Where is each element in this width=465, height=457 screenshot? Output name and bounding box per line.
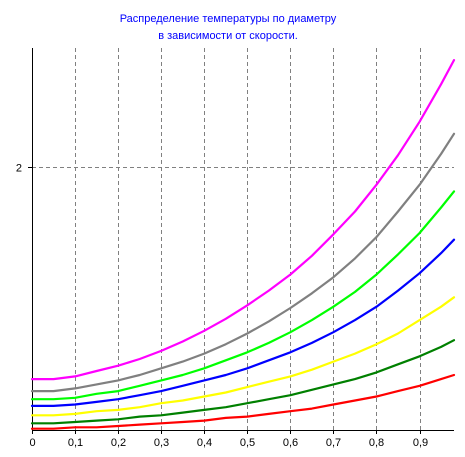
x-tick-label-2: 0,2	[111, 437, 126, 449]
x-tick-label-4: 0,4	[197, 437, 212, 449]
series-line-6	[30, 373, 456, 430]
x-tick-label-7: 0,7	[326, 437, 341, 449]
chart-title: Распределение температуры по диаметру в …	[120, 13, 337, 42]
chart-title-line-1: Распределение температуры по диаметру	[120, 13, 337, 25]
series-line-2	[30, 190, 456, 401]
y-axis-ticks: 2	[16, 163, 32, 175]
x-axis-ticks: 0 0,1 0,2 0,3 0,4 0,5 0,6 0,7 0,8 0,9	[29, 430, 428, 449]
x-tick-label-5: 0,5	[240, 437, 255, 449]
series-line-0	[30, 59, 456, 381]
series-line-3	[30, 238, 456, 407]
y-tick-label-0: 2	[16, 163, 22, 175]
x-tick-label-3: 0,3	[154, 437, 169, 449]
series-lines	[30, 59, 456, 430]
x-tick-label-9: 0,9	[413, 437, 428, 449]
axes	[32, 48, 454, 431]
x-tick-label-8: 0,8	[369, 437, 384, 449]
series-line-1	[30, 132, 456, 393]
x-tick-label-6: 0,6	[283, 437, 298, 449]
series-line-4	[30, 296, 456, 417]
series-line-5	[30, 339, 456, 425]
x-tick-label-0: 0	[29, 437, 35, 449]
chart-title-line-2: в зависимости от скорости.	[158, 30, 298, 42]
x-tick-label-1: 0,1	[68, 437, 83, 449]
grid	[32, 48, 454, 430]
